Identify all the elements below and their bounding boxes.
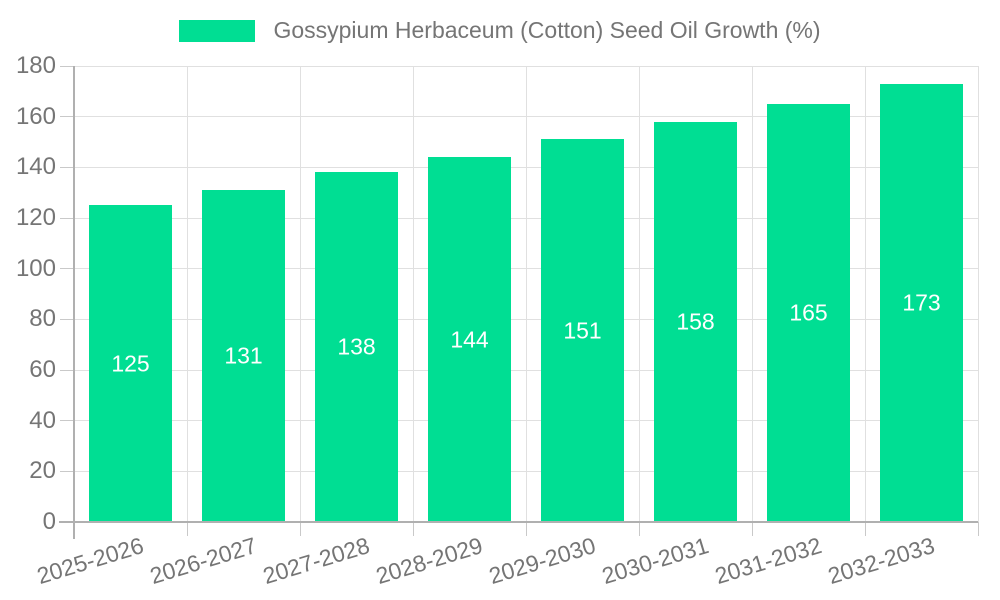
y-axis-line [73, 66, 75, 539]
y-tick [60, 65, 74, 67]
legend-swatch [179, 19, 256, 42]
x-tick [977, 522, 979, 536]
bar-value-label: 151 [563, 317, 602, 344]
bar: 173 [880, 83, 963, 522]
x-gridline [638, 66, 640, 522]
x-axis-category-label: 2025-2026 [33, 532, 147, 590]
legend-label: Gossypium Herbaceum (Cotton) Seed Oil Gr… [273, 17, 821, 43]
x-tick [525, 522, 527, 536]
x-gridline [186, 66, 188, 522]
y-axis-tick-label: 60 [29, 356, 56, 383]
x-axis-category-label: 2030-2031 [598, 532, 712, 590]
bar-value-label: 144 [450, 326, 489, 353]
y-axis-tick-label: 100 [15, 254, 56, 282]
bar: 138 [315, 172, 398, 522]
bar-value-label: 138 [337, 333, 376, 360]
y-axis-tick-label: 0 [42, 508, 56, 535]
y-tick [60, 268, 74, 270]
x-axis-category-label: 2029-2030 [485, 532, 599, 590]
y-axis-tick-label: 20 [29, 457, 56, 485]
y-axis-tick-label: 140 [15, 153, 56, 181]
y-axis-tick-label: 160 [15, 102, 56, 130]
x-axis-category-label: 2031-2032 [711, 532, 825, 590]
bar-value-label: 158 [676, 308, 715, 335]
y-tick [60, 420, 74, 422]
y-axis-tick-label: 180 [15, 52, 56, 79]
x-gridline [299, 66, 301, 522]
x-axis-category-label: 2028-2029 [372, 532, 486, 590]
y-tick [60, 217, 74, 219]
bar-value-label: 125 [111, 350, 150, 377]
x-gridline [525, 66, 527, 522]
x-gridline [412, 66, 414, 522]
x-tick [186, 522, 188, 536]
x-tick [299, 522, 301, 536]
y-tick [60, 369, 74, 371]
x-gridline [977, 66, 979, 522]
x-tick [751, 522, 753, 536]
legend: Gossypium Herbaceum (Cotton) Seed Oil Gr… [0, 17, 1000, 44]
bar: 151 [541, 139, 624, 522]
x-axis-line [59, 521, 978, 523]
bar: 131 [202, 190, 285, 522]
x-tick [638, 522, 640, 536]
y-tick [60, 318, 74, 320]
y-axis-tick-label: 80 [29, 305, 56, 333]
x-tick [412, 522, 414, 536]
x-gridline [751, 66, 753, 522]
x-axis-category-label: 2027-2028 [259, 532, 373, 590]
x-axis-category-label: 2026-2027 [146, 532, 260, 590]
bar: 125 [89, 205, 172, 522]
y-tick [60, 470, 74, 472]
bar-value-label: 165 [789, 299, 828, 326]
y-axis-tick-label: 120 [15, 204, 56, 231]
y-tick [60, 166, 74, 168]
bar: 165 [767, 104, 850, 522]
y-axis-tick-label: 40 [29, 406, 56, 434]
y-tick [60, 116, 74, 118]
bar: 144 [428, 157, 511, 522]
bar: 158 [654, 121, 737, 522]
x-gridline [864, 66, 866, 522]
x-axis-category-label: 2032-2033 [824, 532, 938, 590]
bar-value-label: 131 [224, 342, 263, 369]
bar-value-label: 173 [902, 289, 941, 316]
x-tick [864, 522, 866, 536]
